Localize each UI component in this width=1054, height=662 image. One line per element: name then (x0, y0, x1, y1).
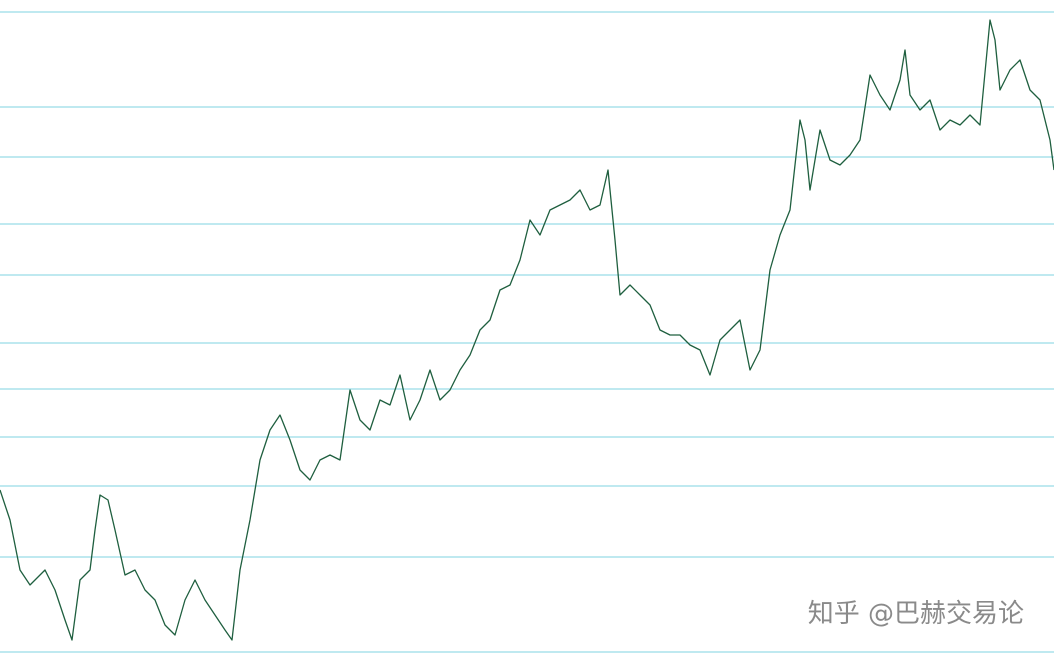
plot (0, 19, 1054, 641)
price-line (0, 19, 1054, 641)
watermark: 知乎 @巴赫交易论 (808, 599, 1024, 629)
levels (0, 11, 1054, 653)
